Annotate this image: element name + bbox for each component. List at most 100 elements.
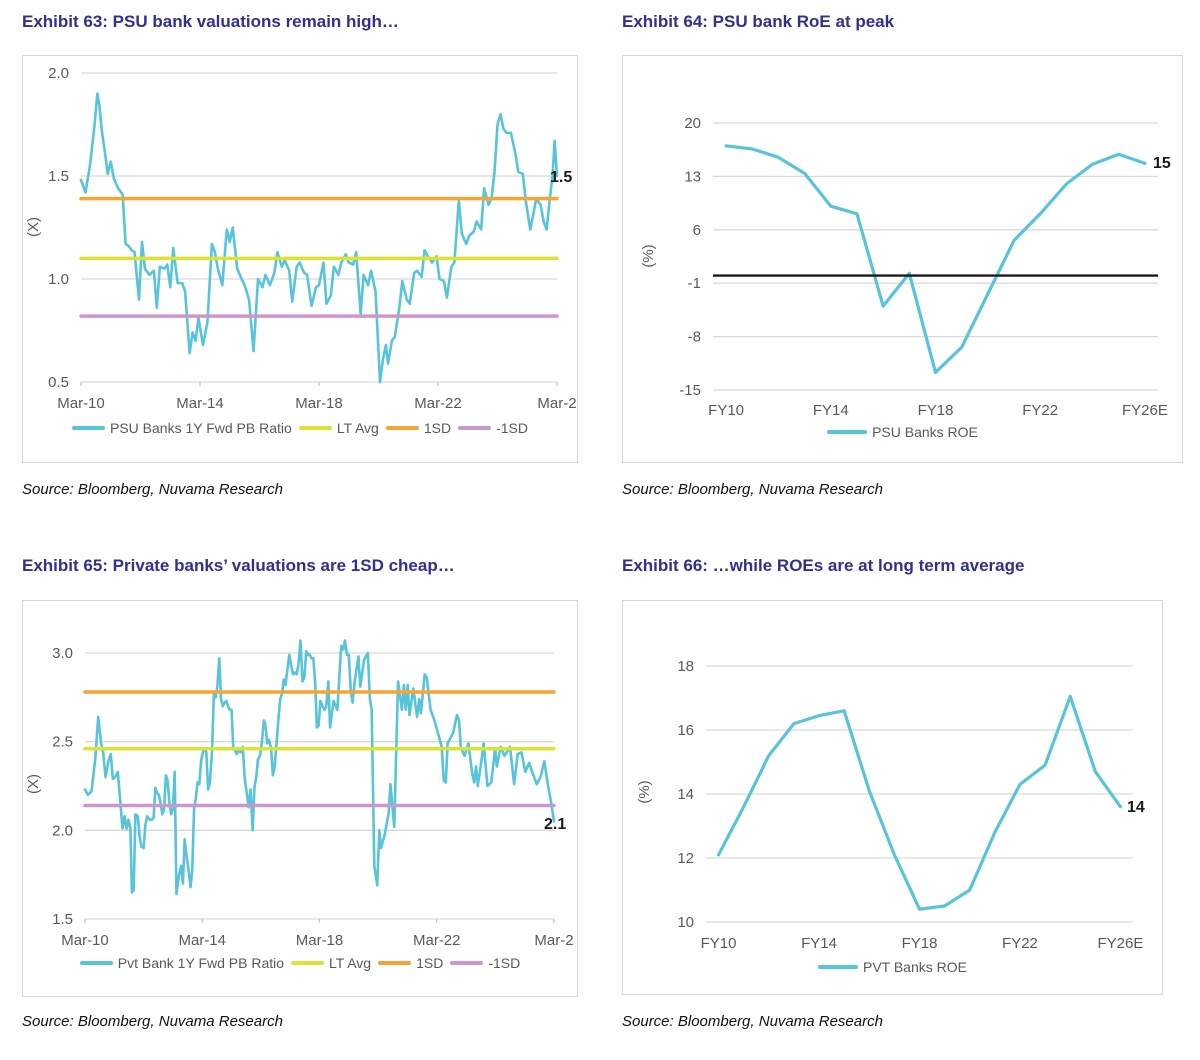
legend-swatch: [291, 961, 325, 965]
y-tick-label: 12: [677, 850, 694, 867]
x-tick-label: FY10: [701, 935, 737, 952]
exhibit-66-legend: PVT Banks ROE: [623, 959, 1162, 975]
end-value-label: 1.5: [550, 169, 572, 186]
x-tick-label: Mar-14: [178, 932, 226, 949]
x-tick-label: FY14: [813, 402, 849, 419]
y-axis-title: (%): [636, 780, 653, 803]
exhibit-66-chart-svg: 18 16 14 12 10 FY10 FY14 FY18 FY22 FY26E 14 (%): [636, 658, 1145, 952]
y-tick-label: 14: [677, 786, 694, 803]
legend-swatch: [827, 430, 868, 434]
y-tick-label: 16: [677, 722, 694, 739]
legend-item--1sd: -1SD: [450, 955, 520, 971]
exhibit-64-chart: 20 13 6 -1 -8 -15 FY10 FY14 FY18 FY22 FY26E 15 (%) P…: [622, 55, 1183, 463]
y-tick-label: 3.0: [52, 645, 73, 662]
exhibit-66-title: Exhibit 66: …while ROEs are at long term…: [622, 556, 1025, 575]
exhibit-65-title: Exhibit 65: Private banks’ valuations ar…: [22, 556, 455, 575]
y-tick-label: 20: [684, 115, 701, 132]
x-tick-label: Mar-14: [176, 395, 224, 412]
x-tick-label: Mar-22: [414, 395, 462, 412]
y-tick-label: -1: [688, 275, 701, 292]
y-axis-title: (%): [640, 244, 657, 267]
legend-swatch: [298, 426, 332, 430]
end-value-label: 15: [1153, 155, 1171, 172]
y-tick-label: -8: [688, 329, 701, 346]
x-tick-label: FY22: [1002, 935, 1038, 952]
x-tick-label: Mar-10: [61, 932, 109, 949]
x-tick-label: Mar-22: [413, 932, 461, 949]
legend-item-1sd: 1SD: [385, 420, 452, 436]
x-tick-label: FY18: [918, 402, 954, 419]
y-tick-label: -15: [679, 382, 701, 399]
y-tick-label: 1.0: [48, 271, 69, 288]
exhibit-63-title: Exhibit 63: PSU bank valuations remain h…: [22, 12, 399, 31]
x-tick-label: Mar-2: [534, 932, 573, 949]
x-tick-label: FY10: [708, 402, 744, 419]
legend-swatch: [71, 426, 105, 430]
legend-swatch: [817, 965, 858, 969]
y-tick-label: 10: [677, 914, 694, 931]
exhibit-66-chart: 18 16 14 12 10 FY10 FY14 FY18 FY22 FY26E 14 (%) PVT…: [622, 600, 1163, 995]
x-tick-label: FY14: [801, 935, 837, 952]
x-tick-label: FY18: [902, 935, 938, 952]
end-value-label: 14: [1127, 799, 1145, 816]
y-tick-label: 0.5: [48, 374, 69, 391]
x-tick-label: Mar-18: [296, 932, 344, 949]
legend-item-pvt-bank-1y-fwd-pb-ratio: Pvt Bank 1Y Fwd PB Ratio: [79, 955, 285, 971]
legend-label: Pvt Bank 1Y Fwd PB Ratio: [117, 955, 285, 971]
legend-item-pvt-banks-roe: PVT Banks ROE: [817, 959, 967, 975]
exhibit-63-chart: 2.0 1.5 1.0 0.5 Mar-10 Mar-14 Mar-18 Mar-22 Mar-…: [22, 55, 578, 463]
y-tick-label: 6: [693, 222, 701, 239]
x-tick-label: Mar-2: [537, 395, 576, 412]
series-line: [83, 639, 556, 896]
y-tick-label: 2.0: [52, 822, 73, 839]
exhibit-65-legend: Pvt Bank 1Y Fwd PB Ratio LT Avg 1SD -1SD: [23, 955, 577, 971]
y-tick-label: 1.5: [52, 911, 73, 928]
legend-item-lt-avg: LT Avg: [291, 955, 371, 971]
x-tick-label: FY22: [1022, 402, 1058, 419]
y-tick-label: 18: [677, 658, 694, 675]
exhibit-66-source: Source: Bloomberg, Nuvama Research: [622, 1013, 883, 1030]
exhibit-64-source: Source: Bloomberg, Nuvama Research: [622, 481, 883, 498]
exhibit-64-legend: PSU Banks ROE: [623, 424, 1182, 440]
legend-item-lt-avg: LT Avg: [298, 420, 379, 436]
exhibit-65-chart-svg: 3.0 2.5 2.0 1.5 Mar-10 Mar-14 Mar-18 Mar-22 Mar-…: [25, 639, 574, 949]
exhibit-63-legend: PSU Banks 1Y Fwd PB Ratio LT Avg 1SD -1SD: [23, 420, 577, 436]
series-line: [716, 694, 1123, 911]
exhibit-64-title: Exhibit 64: PSU bank RoE at peak: [622, 12, 895, 31]
series-line: [724, 144, 1147, 375]
legend-item--1sd: -1SD: [458, 420, 528, 436]
legend-swatch: [458, 426, 492, 430]
y-tick-label: 2.0: [48, 65, 69, 82]
legend-label: LT Avg: [336, 420, 379, 436]
series-line: [79, 92, 559, 384]
legend-item-psu-banks-1y-fwd-pb-ratio: PSU Banks 1Y Fwd PB Ratio: [71, 420, 292, 436]
legend-label: PVT Banks ROE: [862, 959, 967, 975]
legend-item-1sd: 1SD: [378, 955, 443, 971]
legend-label: LT Avg: [329, 955, 372, 971]
legend-item-psu-banks-roe: PSU Banks ROE: [827, 424, 978, 440]
exhibit-65-source: Source: Bloomberg, Nuvama Research: [22, 1013, 283, 1030]
x-tick-label: FY26E: [1098, 935, 1144, 952]
legend-swatch: [385, 426, 419, 430]
y-tick-label: 1.5: [48, 168, 69, 185]
x-tick-label: Mar-10: [57, 395, 105, 412]
legend-swatch: [79, 961, 113, 965]
y-tick-label: 13: [684, 168, 701, 185]
legend-label: PSU Banks ROE: [872, 424, 978, 440]
legend-swatch: [450, 961, 484, 965]
exhibit-63-chart-svg: 2.0 1.5 1.0 0.5 Mar-10 Mar-14 Mar-18 Mar-22 Mar-…: [25, 65, 577, 412]
legend-label: -1SD: [488, 955, 521, 971]
exhibit-63-source: Source: Bloomberg, Nuvama Research: [22, 481, 283, 498]
y-axis-title: (X): [25, 217, 42, 237]
legend-label: 1SD: [416, 955, 444, 971]
legend-swatch: [378, 961, 412, 965]
legend-label: 1SD: [423, 420, 452, 436]
exhibit-65-chart: 3.0 2.5 2.0 1.5 Mar-10 Mar-14 Mar-18 Mar-22 Mar-…: [22, 600, 578, 997]
legend-label: -1SD: [496, 420, 528, 436]
legend-label: PSU Banks 1Y Fwd PB Ratio: [109, 420, 292, 436]
x-tick-label: FY26E: [1122, 402, 1168, 419]
end-value-label: 2.1: [544, 816, 566, 833]
y-axis-title: (X): [25, 774, 42, 794]
x-tick-label: Mar-18: [295, 395, 343, 412]
